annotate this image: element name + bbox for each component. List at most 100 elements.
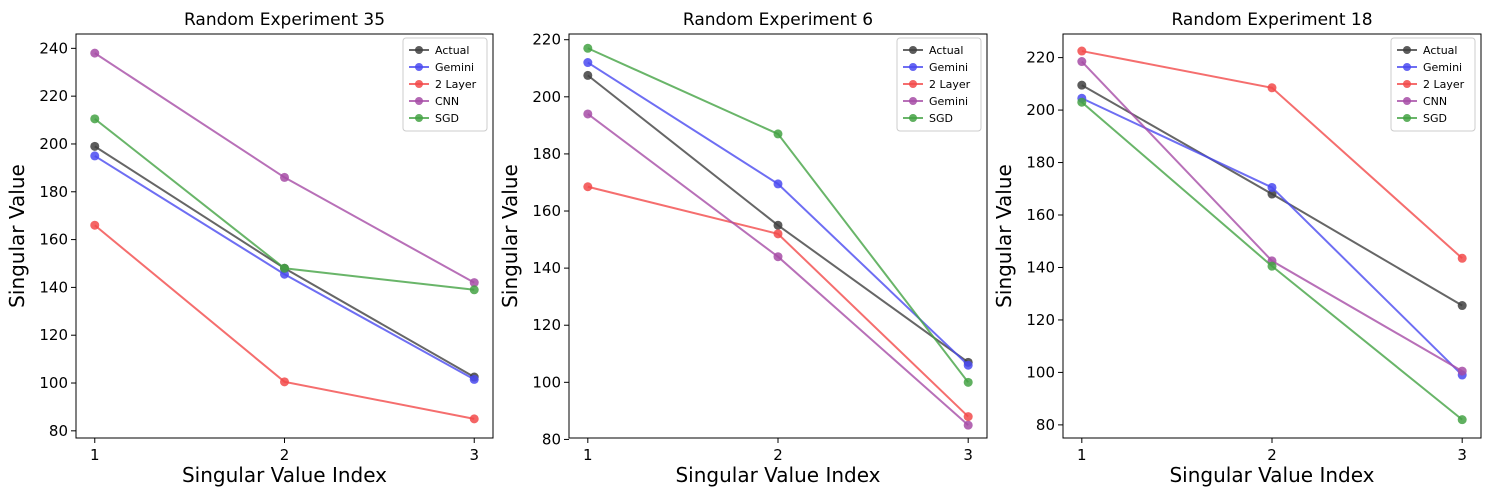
- chart-title: Random Experiment 35: [184, 10, 385, 30]
- data-point: [773, 179, 783, 189]
- y-tick-label: 240: [39, 39, 68, 57]
- legend-label: Gemini: [435, 61, 474, 74]
- data-point: [1457, 366, 1467, 376]
- x-tick-label: 1: [1077, 446, 1087, 464]
- legend: Actual Gemini 2 Layer CNN SGD: [402, 37, 488, 132]
- data-point: [469, 374, 479, 384]
- y-tick-label: 100: [532, 373, 561, 391]
- y-tick-label: 120: [532, 316, 561, 334]
- y-tick-label: 100: [39, 374, 68, 392]
- y-tick-label: 100: [1026, 363, 1055, 381]
- data-point: [1077, 46, 1087, 56]
- y-tick-label: 80: [49, 422, 68, 440]
- legend-swatch-marker: [1403, 80, 1411, 88]
- y-tick-label: 200: [532, 88, 561, 106]
- legend-swatch-marker: [909, 63, 917, 71]
- y-axis-label: Singular Value: [992, 164, 1016, 308]
- data-point: [773, 220, 783, 230]
- legend-item: 2 Layer: [409, 78, 477, 91]
- legend-item: Gemini: [409, 61, 474, 74]
- data-point: [1267, 189, 1277, 199]
- y-tick-label: 200: [1026, 101, 1055, 119]
- legend-swatch-marker: [415, 80, 423, 88]
- legend-swatch-marker: [909, 46, 917, 54]
- y-tick-label: 180: [532, 145, 561, 163]
- data-point: [280, 172, 289, 182]
- series-line: [1081, 97, 1463, 376]
- legend-swatch-marker: [1403, 97, 1411, 105]
- legend-item: Actual: [1397, 44, 1457, 57]
- x-tick-label: 2: [773, 446, 783, 464]
- legend-swatch-marker: [909, 80, 917, 88]
- data-point: [1077, 80, 1087, 90]
- x-tick-label: 2: [1267, 446, 1277, 464]
- data-point: [280, 377, 289, 387]
- x-tick-label: 3: [1457, 446, 1467, 464]
- legend-swatch-marker: [909, 114, 917, 122]
- legend-label: Actual: [435, 44, 469, 57]
- series-gemini: [1077, 93, 1467, 380]
- legend: Actual Gemini 2 Layer CNN SGD: [1390, 37, 1476, 132]
- legend-item: Actual: [903, 44, 963, 57]
- y-tick-label: 180: [1026, 154, 1055, 172]
- data-point: [1077, 97, 1087, 107]
- x-axis-label: Singular Value Index: [182, 463, 387, 487]
- legend-label: SGD: [929, 112, 953, 125]
- legend-swatch-marker: [1403, 63, 1411, 71]
- series-sgd: [1077, 97, 1467, 425]
- data-point: [583, 43, 593, 53]
- data-point: [1267, 261, 1277, 271]
- data-point: [583, 182, 593, 192]
- y-tick-label: 120: [39, 326, 68, 344]
- legend-label: Actual: [929, 44, 963, 57]
- legend-item: Gemini: [903, 61, 968, 74]
- data-point: [1077, 57, 1087, 67]
- y-tick-label: 220: [39, 87, 68, 105]
- data-point: [583, 109, 593, 119]
- data-point: [1457, 301, 1467, 311]
- x-tick-label: 3: [469, 446, 479, 464]
- y-tick-label: 80: [1036, 416, 1055, 434]
- y-tick-label: 160: [532, 202, 561, 220]
- legend-label: Gemini: [929, 95, 968, 108]
- data-point: [773, 129, 783, 139]
- series-gemini: [583, 109, 973, 430]
- legend-item: SGD: [1397, 112, 1447, 125]
- legend-label: Gemini: [929, 61, 968, 74]
- x-tick-label: 1: [90, 446, 100, 464]
- legend-label: SGD: [435, 112, 459, 125]
- y-tick-label: 140: [532, 259, 561, 277]
- legend-box: [402, 37, 488, 132]
- legend-label: 2 Layer: [929, 78, 971, 91]
- legend-item: Actual: [409, 44, 469, 57]
- data-point: [469, 285, 479, 295]
- series-2-layer: [1077, 46, 1467, 263]
- series-line: [587, 113, 969, 426]
- legend-item: CNN: [409, 95, 459, 108]
- series-gemini: [583, 58, 973, 370]
- legend-label: 2 Layer: [435, 78, 477, 91]
- legend-swatch-marker: [1403, 46, 1411, 54]
- y-tick-label: 140: [39, 278, 68, 296]
- legend-label: CNN: [1423, 95, 1447, 108]
- data-point: [583, 70, 593, 80]
- data-point: [90, 151, 100, 161]
- data-point: [773, 229, 783, 239]
- series-actual: [1077, 80, 1467, 311]
- x-axis-label: Singular Value Index: [675, 463, 880, 487]
- legend-item: Gemini: [903, 95, 968, 108]
- legend: Actual Gemini 2 Layer Gemini SGD: [896, 37, 982, 132]
- data-point: [280, 263, 289, 273]
- data-point: [963, 377, 973, 387]
- y-tick-label: 220: [532, 31, 561, 49]
- legend-item: 2 Layer: [1397, 78, 1465, 91]
- legend-label: SGD: [1423, 112, 1447, 125]
- data-point: [963, 412, 973, 422]
- chart-title: Random Experiment 18: [1171, 10, 1372, 30]
- chart-panel-experiment-18: Random Experiment 18 Singular Value Inde…: [992, 10, 1482, 487]
- y-tick-label: 80: [542, 430, 561, 448]
- series-2-layer: [90, 220, 479, 424]
- data-point: [469, 414, 479, 424]
- data-point: [583, 58, 593, 68]
- series-sgd: [583, 43, 973, 387]
